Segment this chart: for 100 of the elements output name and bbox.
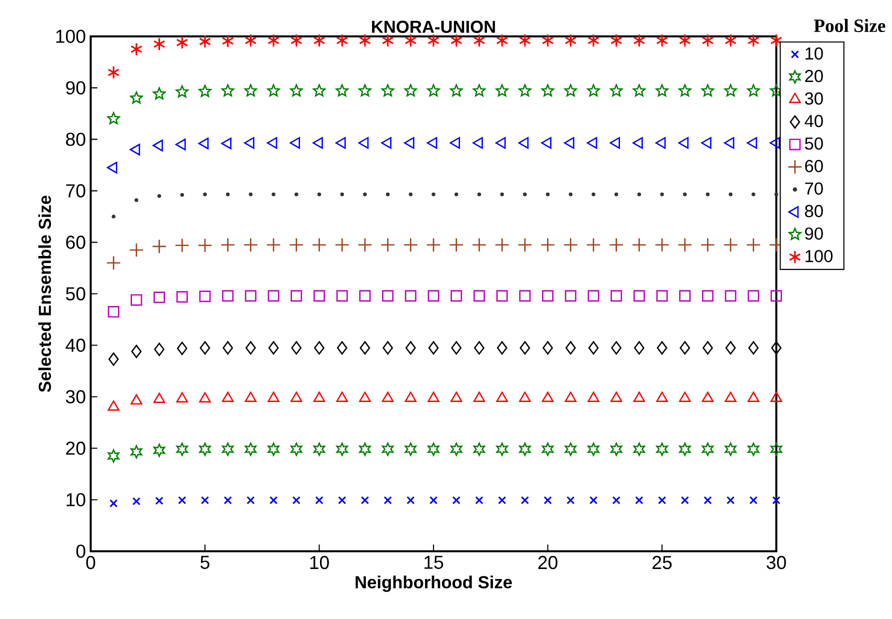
point [678, 34, 691, 48]
point [426, 136, 438, 149]
point [290, 136, 300, 149]
point [130, 394, 142, 404]
point [406, 496, 415, 504]
point [450, 290, 462, 302]
point [633, 442, 646, 456]
point [174, 238, 190, 253]
point [358, 237, 372, 252]
point [540, 237, 556, 252]
point [157, 194, 162, 198]
point [198, 238, 212, 253]
point [724, 84, 737, 96]
point [472, 237, 487, 252]
point [408, 192, 413, 196]
point [472, 84, 486, 96]
point [428, 341, 439, 354]
point [292, 496, 300, 504]
point [542, 442, 554, 456]
point [724, 392, 736, 402]
point [244, 84, 258, 96]
point [336, 290, 348, 302]
point [770, 442, 782, 456]
point [386, 192, 390, 196]
point [224, 496, 232, 504]
point [519, 392, 531, 402]
point [614, 192, 618, 196]
point [450, 136, 460, 149]
point [752, 192, 756, 196]
point [542, 392, 554, 402]
point [360, 496, 370, 504]
point [656, 442, 668, 456]
point [542, 341, 553, 354]
point [363, 192, 367, 196]
point [726, 496, 735, 504]
point [246, 341, 256, 354]
point [656, 84, 668, 96]
point [452, 496, 460, 504]
point [702, 392, 714, 402]
point [612, 496, 620, 504]
point [266, 136, 278, 149]
point [496, 442, 508, 456]
point [518, 136, 529, 149]
point [632, 84, 646, 96]
point [496, 392, 508, 402]
point [586, 136, 598, 149]
point [586, 237, 601, 252]
point [108, 352, 119, 366]
point [770, 392, 782, 402]
y-tick-label: 80 [66, 132, 86, 146]
point [360, 341, 370, 354]
point [336, 34, 348, 48]
point [450, 84, 463, 96]
point [382, 442, 394, 456]
point [248, 192, 253, 196]
point [315, 496, 324, 504]
point [635, 496, 644, 504]
point [267, 84, 280, 96]
point [725, 341, 736, 354]
point [451, 341, 462, 354]
point [498, 496, 506, 504]
point [587, 84, 600, 96]
point [268, 341, 279, 354]
legend-label: 30 [804, 92, 823, 105]
point [429, 496, 438, 504]
point [338, 496, 346, 504]
point [272, 192, 276, 196]
point [588, 392, 600, 402]
x-tick-label: 5 [200, 556, 210, 569]
point [108, 400, 120, 411]
point [632, 237, 647, 252]
point [772, 496, 780, 504]
point [336, 442, 348, 456]
point [723, 237, 738, 252]
point [748, 290, 760, 302]
point [312, 136, 323, 149]
point [771, 341, 782, 354]
point [724, 136, 734, 149]
point [500, 192, 504, 196]
point [633, 290, 645, 302]
point [518, 237, 532, 252]
point [564, 290, 576, 302]
point [382, 341, 393, 354]
point [656, 341, 668, 354]
point [268, 290, 280, 302]
point [290, 392, 302, 402]
point [633, 34, 646, 48]
point [610, 290, 622, 302]
point [317, 192, 322, 196]
point [610, 392, 622, 402]
point [520, 496, 530, 504]
point [428, 392, 440, 402]
legend-label: 60 [805, 160, 823, 172]
point [519, 290, 531, 302]
y-tick-label: 90 [66, 81, 86, 94]
y-tick-label: 20 [66, 442, 86, 455]
point [564, 136, 574, 149]
point [244, 392, 257, 402]
point [359, 392, 371, 402]
legend-label: 40 [804, 114, 823, 128]
